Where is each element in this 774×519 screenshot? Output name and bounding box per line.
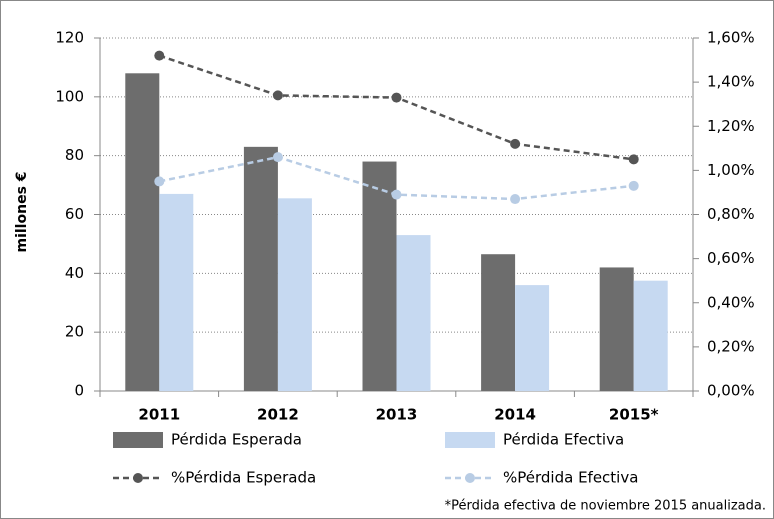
- y-axis-label: millones €: [14, 171, 30, 252]
- y-tick-label: 100: [55, 87, 84, 105]
- y-tick-label: 60: [65, 205, 84, 223]
- line-marker: [272, 90, 283, 101]
- legend-swatch: [113, 432, 163, 448]
- x-tick-label: 2011: [138, 406, 180, 424]
- bar: [599, 267, 634, 391]
- line-marker: [391, 189, 402, 200]
- y2-tick-label: 1,00%: [707, 161, 755, 179]
- line-marker: [391, 92, 402, 103]
- legend-label: %Pérdida Efectiva: [503, 469, 638, 487]
- legend-swatch: [445, 432, 495, 448]
- y2-tick-label: 0,00%: [707, 382, 755, 400]
- bar: [277, 198, 312, 391]
- y2-tick-label: 0,20%: [707, 337, 755, 355]
- y-tick-label: 40: [65, 264, 84, 282]
- line-marker: [510, 194, 521, 205]
- bar: [396, 235, 431, 391]
- y-tick-label: 120: [55, 29, 84, 47]
- line-marker: [628, 154, 639, 165]
- y2-tick-label: 1,60%: [707, 29, 755, 47]
- x-tick-label: 2014: [494, 406, 536, 424]
- bar: [125, 73, 160, 392]
- line-marker: [272, 152, 283, 163]
- y2-tick-label: 1,40%: [707, 73, 755, 91]
- y2-tick-label: 1,20%: [707, 117, 755, 135]
- bar: [243, 146, 278, 391]
- y2-tick-label: 0,60%: [707, 249, 755, 267]
- legend-marker: [465, 473, 475, 483]
- x-tick-label: 2015*: [609, 406, 659, 424]
- legend-label: %Pérdida Esperada: [171, 469, 316, 487]
- x-tick-label: 2013: [376, 406, 418, 424]
- x-tick-label: 2012: [257, 406, 299, 424]
- y2-tick-label: 0,40%: [707, 293, 755, 311]
- line-marker: [628, 180, 639, 191]
- y2-tick-label: 0,80%: [707, 205, 755, 223]
- bar: [515, 285, 550, 391]
- footnote: *Pérdida efectiva de noviembre 2015 anua…: [445, 499, 766, 514]
- legend-label: Pérdida Efectiva: [503, 431, 624, 449]
- bar: [362, 161, 397, 391]
- y-tick-label: 0: [74, 382, 84, 400]
- bar: [159, 193, 194, 391]
- y-tick-label: 80: [65, 146, 84, 164]
- legend-label: Pérdida Esperada: [171, 431, 302, 449]
- bar: [633, 280, 668, 391]
- y-tick-label: 20: [65, 323, 84, 341]
- line-marker: [510, 138, 521, 149]
- line-marker: [154, 50, 165, 61]
- line-marker: [154, 176, 165, 187]
- legend-marker: [133, 473, 143, 483]
- bar: [481, 254, 516, 391]
